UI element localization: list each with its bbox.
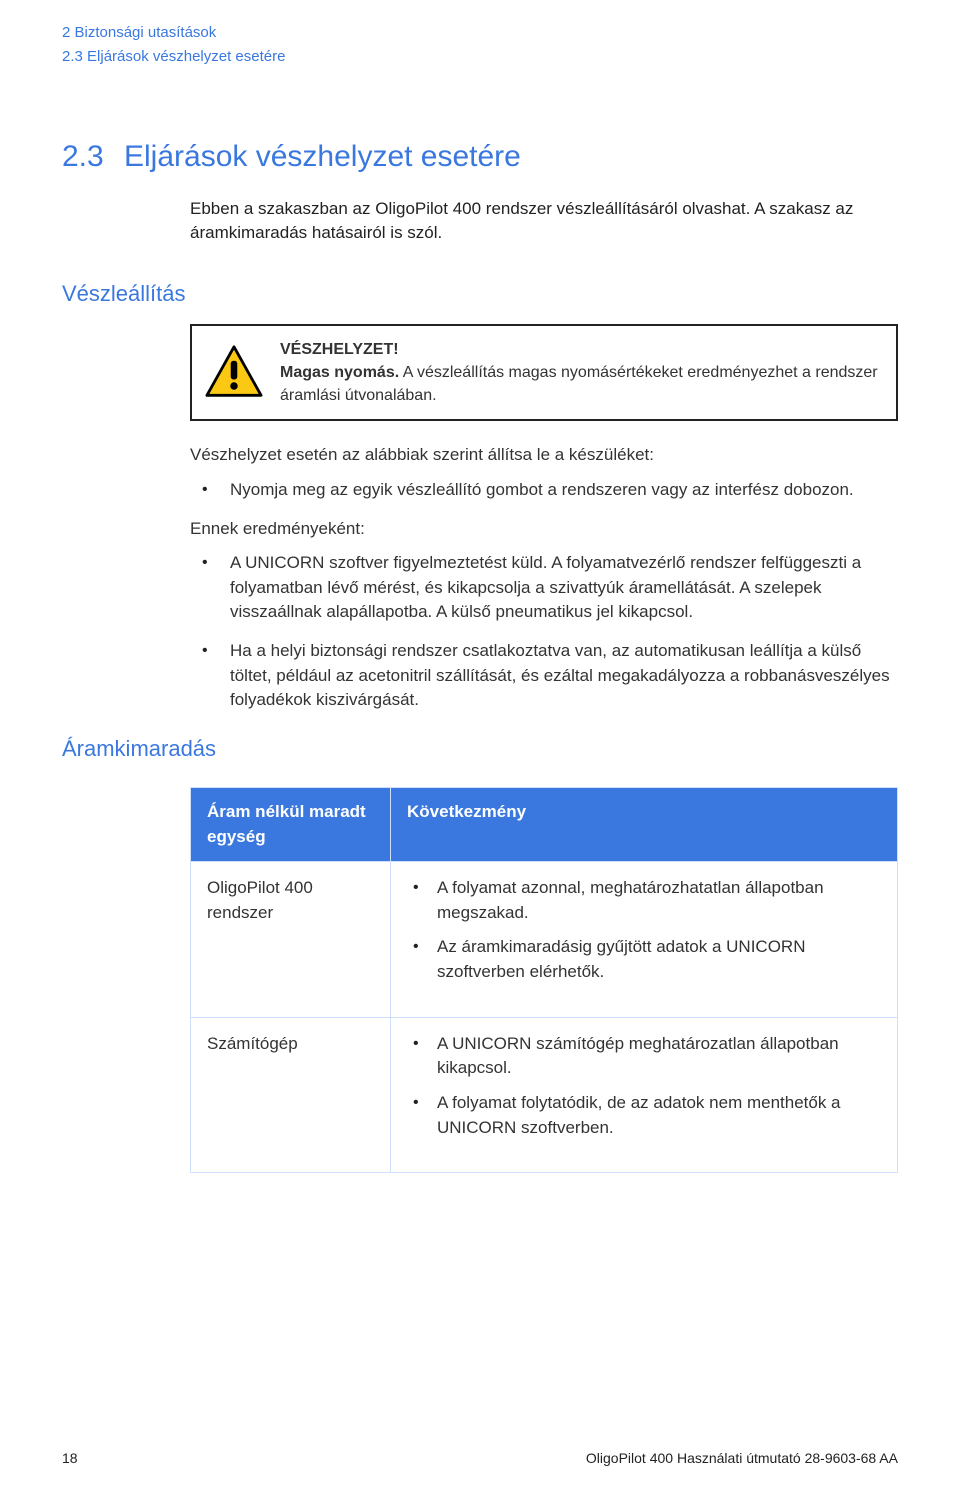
list-item: A UNICORN szoftver figyelmeztetést küld.…: [190, 551, 898, 625]
list-item: A folyamat folytatódik, de az adatok nem…: [407, 1091, 889, 1140]
emergency-lead-2: Ennek eredményeként:: [190, 517, 898, 542]
list-item: A folyamat azonnal, meghatározhatatlan á…: [407, 876, 889, 925]
list-item: Nyomja meg az egyik vészleállító gombot …: [190, 478, 898, 503]
table-row: OligoPilot 400 rendszer A folyamat azonn…: [191, 862, 898, 1018]
list-item: A UNICORN számítógép meghatározatlan áll…: [407, 1032, 889, 1081]
warning-triangle-icon: [204, 344, 264, 400]
breadcrumb-line-1: 2 Biztonsági utasítások: [62, 22, 285, 44]
section-intro: Ebben a szakaszban az OligoPilot 400 ren…: [190, 197, 898, 246]
breadcrumb: 2 Biztonsági utasítások 2.3 Eljárások vé…: [62, 22, 285, 70]
poweroutage-table: Áram nélkül maradt egység Következmény O…: [190, 787, 898, 1173]
table-cell-consequence: A UNICORN számítógép meghatározatlan áll…: [391, 1017, 898, 1173]
section-title: Eljárások vészhelyzet esetére: [124, 140, 521, 173]
poweroutage-block: Áram nélkül maradt egység Következmény O…: [190, 787, 898, 1173]
section-number: 2.3: [62, 135, 124, 179]
warning-title: VÉSZHELYZET!: [280, 338, 880, 361]
table-cell-unit: Számítógép: [191, 1017, 391, 1173]
table-cell-consequence: A folyamat azonnal, meghatározhatatlan á…: [391, 862, 898, 1018]
page-content: 2.3Eljárások vészhelyzet esetére Ebben a…: [62, 135, 898, 1173]
emergency-block: VÉSZHELYZET! Magas nyomás. A vészleállít…: [190, 324, 898, 713]
subsection-emergency-heading: Vészleállítás: [62, 278, 898, 310]
page-number: 18: [62, 1448, 78, 1468]
warning-box: VÉSZHELYZET! Magas nyomás. A vészleállít…: [190, 324, 898, 422]
subsection-poweroutage-heading: Áramkimaradás: [62, 733, 898, 765]
table-header-consequence: Következmény: [391, 787, 898, 861]
table-cell-unit: OligoPilot 400 rendszer: [191, 862, 391, 1018]
emergency-lead-1: Vészhelyzet esetén az alábbiak szerint á…: [190, 443, 898, 468]
section-heading: 2.3Eljárások vészhelyzet esetére: [62, 135, 898, 179]
page-footer: 18 OligoPilot 400 Használati útmutató 28…: [62, 1448, 898, 1468]
warning-subtitle: Magas nyomás.: [280, 364, 399, 381]
breadcrumb-line-2: 2.3 Eljárások vészhelyzet esetére: [62, 46, 285, 68]
list-item: Ha a helyi biztonsági rendszer csatlakoz…: [190, 639, 898, 713]
emergency-results-list: A UNICORN szoftver figyelmeztetést küld.…: [190, 551, 898, 713]
emergency-steps-list: Nyomja meg az egyik vészleállító gombot …: [190, 478, 898, 503]
doc-ref: OligoPilot 400 Használati útmutató 28-96…: [586, 1448, 898, 1468]
warning-text: VÉSZHELYZET! Magas nyomás. A vészleállít…: [280, 338, 880, 408]
table-row: Számítógép A UNICORN számítógép meghatár…: [191, 1017, 898, 1173]
table-header-unit: Áram nélkül maradt egység: [191, 787, 391, 861]
list-item: Az áramkimaradásig gyűjtött adatok a UNI…: [407, 935, 889, 984]
